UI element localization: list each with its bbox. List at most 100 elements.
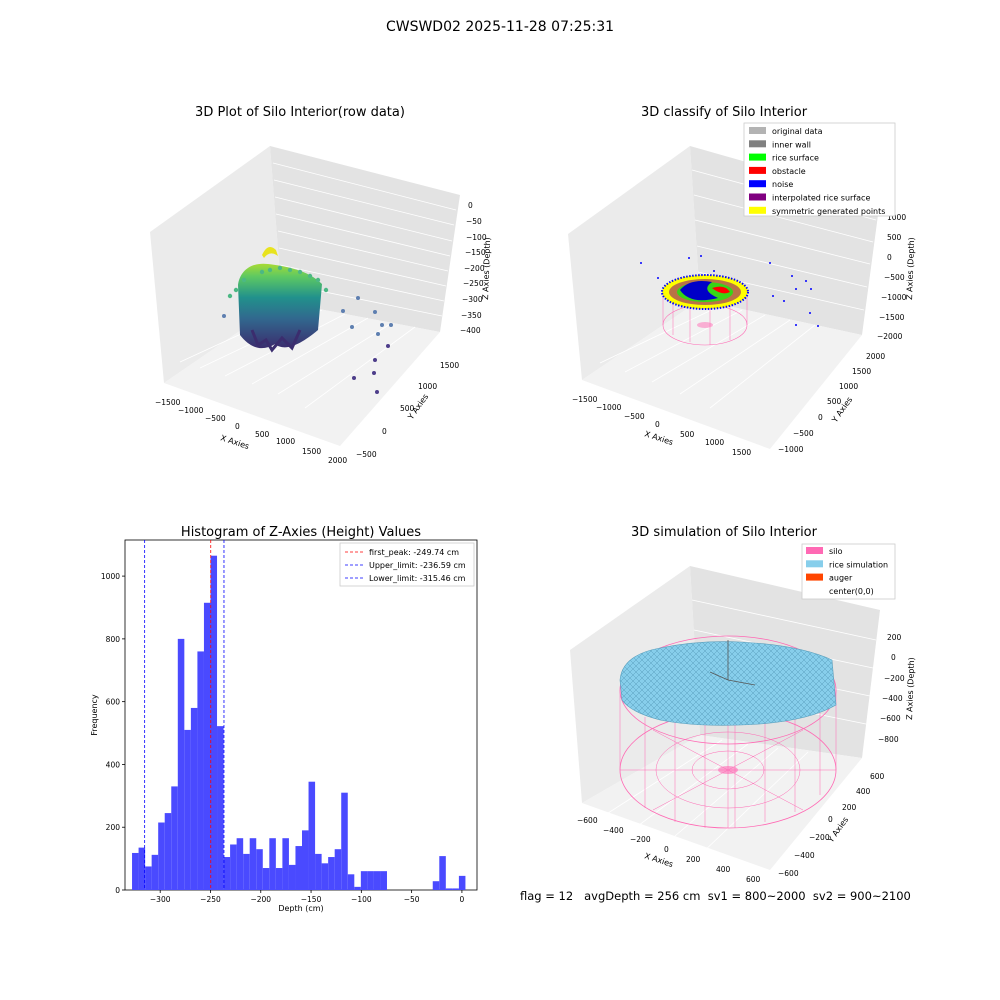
legend-swatch [806, 573, 823, 581]
legend-swatch [749, 166, 766, 174]
svg-text:1000: 1000 [705, 438, 724, 447]
svg-text:−300: −300 [462, 295, 483, 304]
legend-entry: silo [829, 547, 843, 556]
hist-xtick-label: −150 [301, 895, 322, 904]
svg-text:X Axies: X Axies [643, 851, 674, 869]
svg-text:Z Axies (Depth): Z Axies (Depth) [905, 237, 916, 300]
hist-yticks: 0 200 400 600 800 1000 [101, 572, 125, 895]
hist-bar [230, 844, 237, 890]
hist-bar [132, 852, 139, 890]
hist-bar [262, 868, 270, 890]
hist-bar [452, 888, 459, 890]
hist-bar [177, 638, 185, 890]
hist-ytick-label: 600 [106, 698, 121, 707]
hist-xlabel: Depth (cm) [278, 904, 323, 913]
rice-simulation-surface [619, 641, 837, 726]
svg-text:500: 500 [400, 404, 415, 413]
hist-bar [288, 864, 296, 890]
hist-bar [302, 830, 309, 890]
panel-simulation-3d: 3D simulation of Silo Interior [570, 525, 916, 884]
svg-text:−600: −600 [577, 816, 598, 825]
hist-bar [295, 846, 303, 890]
hist-bar [223, 857, 231, 890]
hist-bar [328, 857, 335, 890]
simulation-legend-entries: silo rice simulation auger center(0,0) [806, 547, 888, 596]
svg-text:−1500: −1500 [879, 313, 905, 322]
svg-text:−1000: −1000 [778, 445, 804, 454]
hist-bars [132, 555, 466, 890]
svg-text:−1500: −1500 [572, 395, 598, 404]
legend-entry: Lower_limit: -315.46 cm [369, 574, 466, 583]
panel2-title: 3D classify of Silo Interior [641, 105, 808, 120]
hist-bar [432, 881, 440, 890]
hist-ytick-label: 1000 [101, 572, 120, 581]
svg-text:600: 600 [870, 772, 885, 781]
hist-bar [184, 729, 191, 890]
svg-text:1500: 1500 [440, 361, 459, 370]
hist-legend [339, 542, 475, 587]
svg-text:200: 200 [686, 855, 701, 864]
hist-ytick-label: 200 [106, 823, 121, 832]
panel1-title: 3D Plot of Silo Interior(row data) [195, 105, 405, 120]
svg-text:−400: −400 [603, 826, 624, 835]
svg-text:1000: 1000 [418, 382, 437, 391]
svg-text:500: 500 [680, 430, 695, 439]
legend-entry: auger [829, 574, 853, 583]
svg-text:−800: −800 [878, 735, 899, 744]
svg-text:Z Axies (Depth): Z Axies (Depth) [481, 237, 492, 300]
svg-text:−50: −50 [466, 217, 482, 226]
hist-bar [249, 838, 257, 890]
hist-bar [138, 847, 146, 890]
hist-bar [439, 856, 446, 890]
svg-text:X Axies: X Axies [219, 433, 250, 451]
svg-text:400: 400 [716, 865, 731, 874]
raw-scatter-points [227, 265, 329, 299]
legend-entry: inner wall [772, 140, 811, 149]
svg-text:−200: −200 [630, 835, 651, 844]
hist-bar [256, 849, 263, 890]
hist-xtick-label: −200 [250, 895, 271, 904]
svg-text:−1500: −1500 [155, 398, 181, 407]
svg-text:1000: 1000 [839, 382, 858, 391]
svg-text:1000: 1000 [887, 213, 906, 222]
hist-bar [354, 886, 361, 890]
hist-bar [380, 871, 387, 890]
panel-classify-3d: 3D classify of Silo Interior [568, 105, 916, 457]
legend-entry: first_peak: -249.74 cm [369, 548, 459, 557]
svg-text:−200: −200 [884, 674, 905, 683]
hist-bar [269, 838, 276, 890]
hist-xtick-label: −50 [404, 895, 420, 904]
suptitle: CWSWD02 2025-11-28 07:25:31 [386, 19, 614, 35]
svg-text:−350: −350 [461, 311, 482, 320]
svg-text:0: 0 [891, 653, 896, 662]
svg-text:0: 0 [468, 201, 473, 210]
svg-text:200: 200 [887, 633, 902, 642]
hist-bar [360, 871, 368, 890]
hist-ytick-label: 0 [115, 886, 120, 895]
svg-text:1500: 1500 [732, 448, 751, 457]
hist-bar [171, 786, 178, 890]
svg-text:0: 0 [664, 845, 669, 854]
hist-ylabel: Frequency [90, 694, 99, 736]
legend-entry: rice surface [772, 154, 819, 163]
hist-bar [151, 854, 159, 890]
legend-swatch [806, 547, 823, 554]
svg-text:−500: −500 [356, 450, 377, 459]
legend-swatch [749, 180, 766, 188]
panel4-title: 3D simulation of Silo Interior [631, 525, 818, 540]
hist-bar [334, 849, 342, 890]
legend-swatch [749, 127, 766, 134]
svg-text:0: 0 [382, 427, 387, 436]
legend-swatch [749, 206, 766, 214]
svg-text:−100: −100 [466, 233, 487, 242]
svg-text:1000: 1000 [276, 437, 295, 446]
hist-xtick-label: 0 [460, 895, 465, 904]
svg-text:−200: −200 [809, 833, 830, 842]
svg-text:500: 500 [887, 233, 902, 242]
svg-text:0: 0 [235, 422, 240, 431]
hist-bar [164, 813, 172, 890]
hist-ytick-label: 800 [106, 635, 121, 644]
svg-text:200: 200 [842, 803, 857, 812]
svg-text:−200: −200 [464, 264, 485, 273]
